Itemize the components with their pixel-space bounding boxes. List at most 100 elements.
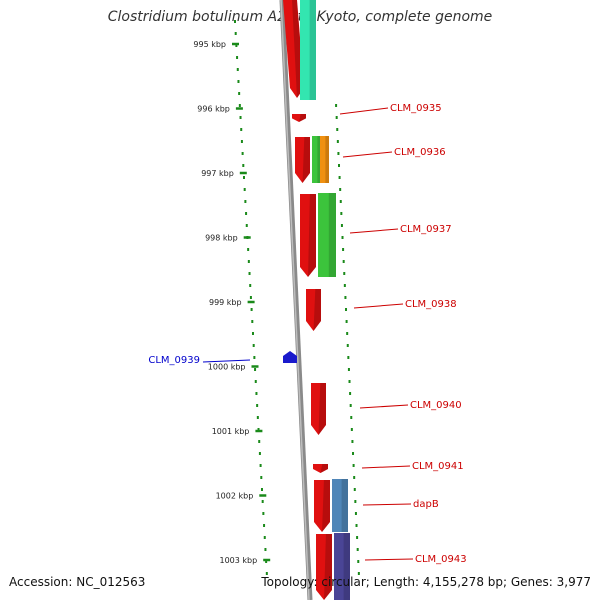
scale-dot: [264, 548, 267, 551]
tick-label: 999 kbp: [209, 298, 242, 307]
cog-bar: [320, 136, 329, 183]
tick-label: 1001 kbp: [212, 427, 250, 436]
scale-dot: [249, 296, 252, 299]
scale-dot: [254, 380, 257, 383]
gene-label[interactable]: CLM_0937: [400, 224, 452, 235]
scale-dot: [346, 344, 349, 347]
scale-dot: [355, 524, 358, 527]
scale-dot: [340, 224, 343, 227]
scale-dot: [350, 416, 353, 419]
scale-dot: [340, 212, 343, 215]
gene-leader-line: [364, 558, 414, 561]
scale-dot: [356, 548, 359, 551]
scale-dot: [256, 404, 259, 407]
accession-text: Accession: NC_012563: [9, 575, 146, 589]
scale-dot: [343, 284, 346, 287]
cds-forward-arrow: [283, 351, 297, 363]
gene-label[interactable]: CLM_0936: [394, 147, 446, 158]
scale-dot: [345, 320, 348, 323]
scale-dot: [335, 104, 338, 107]
cog-bar: [312, 136, 321, 183]
cds-arrow: [311, 383, 326, 435]
scale-dot: [349, 404, 352, 407]
cog-bar-shade: [317, 136, 321, 183]
scale-dot: [246, 236, 249, 239]
scale-dot: [260, 476, 263, 479]
scale-dot: [238, 104, 241, 107]
scale-dot: [247, 260, 250, 263]
cog-bar: [300, 0, 316, 100]
cog-bar-shade: [343, 533, 350, 600]
scale-dot: [353, 488, 356, 491]
scale-dot: [342, 260, 345, 263]
scale-dot: [265, 572, 268, 575]
cog-bar: [318, 193, 336, 277]
scale-dot: [258, 440, 261, 443]
gene-leader-line: [353, 303, 404, 309]
scale-dot: [348, 380, 351, 383]
gene-leader-line: [362, 503, 412, 506]
scale-dot: [251, 320, 254, 323]
scale-dot: [244, 200, 247, 203]
gene-label[interactable]: CLM_0938: [405, 299, 457, 310]
cds-arrow: [316, 534, 332, 600]
scale-dot: [341, 236, 344, 239]
genome-backbone: [279, 0, 313, 600]
scale-dot: [252, 344, 255, 347]
gene-label[interactable]: CLM_0943: [415, 554, 467, 565]
scale-dot: [347, 356, 350, 359]
genome-backbone-highlight: [280, 0, 310, 600]
scale-dot: [350, 428, 353, 431]
scale-dot: [235, 44, 238, 47]
scale-dot: [248, 272, 251, 275]
cds-arrow-shade: [324, 534, 332, 600]
scale-dot: [247, 248, 250, 251]
gene-label[interactable]: CLM_0941: [412, 461, 464, 472]
scale-dot: [257, 428, 260, 431]
tick-group: 995 kbp 996 kbp 997 kbp 998 kbp 999 kbp 1000 …: [193, 40, 271, 565]
gene-label[interactable]: CLM_0940: [410, 400, 462, 411]
scale-dot: [354, 500, 357, 503]
gene-label[interactable]: CLM_0935: [390, 103, 442, 114]
scale-dot: [250, 308, 253, 311]
tick-dots: [234, 20, 360, 575]
scale-dot: [259, 464, 262, 467]
scale-dot: [339, 188, 342, 191]
scale-dot: [240, 128, 243, 131]
cog-bar-shade: [309, 0, 316, 100]
scale-dot: [336, 128, 339, 131]
scale-dot: [234, 20, 236, 23]
scale-dot: [357, 560, 360, 563]
cds-arrow-shade: [299, 114, 306, 122]
gene-label[interactable]: CLM_0939: [148, 355, 200, 366]
gene-leader-line: [342, 151, 393, 158]
scale-dot: [339, 200, 342, 203]
scale-dot: [354, 512, 357, 515]
tick-label: 998 kbp: [205, 234, 238, 243]
cds-arrow: [313, 464, 328, 473]
scale-dot: [256, 416, 259, 419]
scale-dot: [239, 116, 242, 119]
scale-dot: [265, 560, 268, 563]
tick-label: 1002 kbp: [216, 492, 254, 501]
cds-arrow: [300, 194, 316, 277]
scale-dot: [342, 248, 345, 251]
tick-label: 996 kbp: [197, 105, 230, 114]
scale-dot: [356, 536, 359, 539]
cds-arrow: [295, 137, 310, 183]
scale-dot: [345, 308, 348, 311]
gene-leader-line: [202, 359, 251, 363]
cds-arrow-shade: [302, 137, 310, 183]
cds-arrow-shade: [313, 289, 321, 331]
scale-dot: [240, 140, 243, 143]
cog-bar-shade: [328, 193, 336, 277]
scale-dot: [255, 392, 258, 395]
scale-dot: [337, 152, 340, 155]
scale-dot: [234, 32, 237, 35]
scale-dot: [241, 152, 244, 155]
cds-arrow: [292, 114, 306, 122]
cog-bar-shade: [325, 136, 329, 183]
scale-dot: [263, 536, 266, 539]
scale-dot: [245, 212, 248, 215]
gene-label[interactable]: dapB: [413, 499, 439, 510]
